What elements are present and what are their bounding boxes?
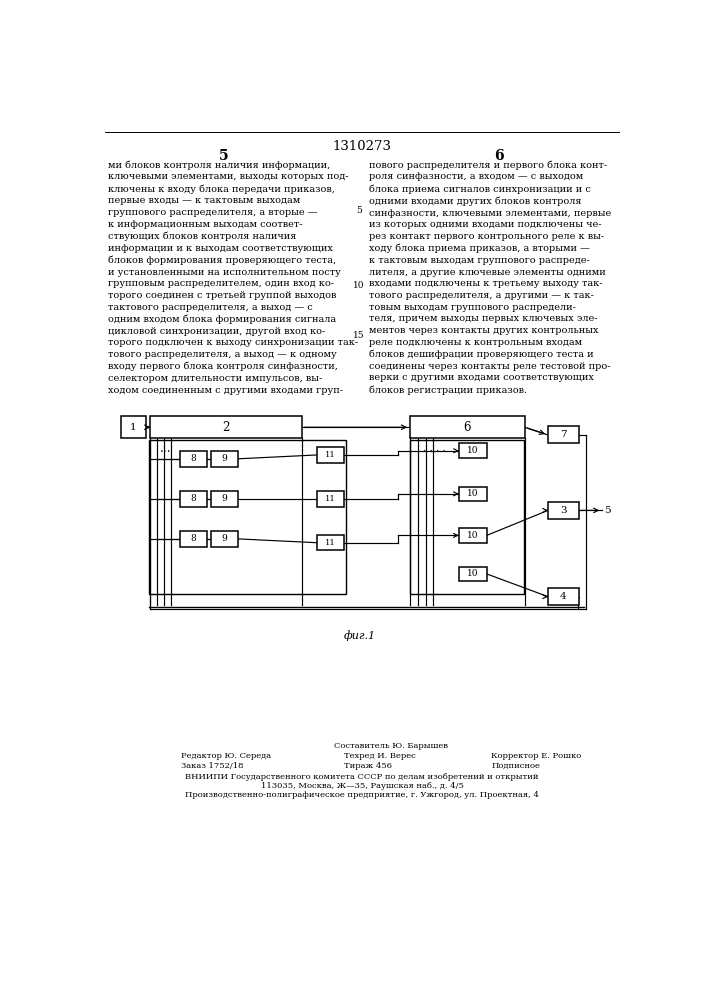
- Text: 7: 7: [560, 430, 567, 439]
- Text: Подписное: Подписное: [491, 762, 540, 770]
- Text: 8: 8: [190, 534, 197, 543]
- Text: 3: 3: [560, 506, 567, 515]
- Text: 9: 9: [221, 534, 227, 543]
- Bar: [180, 491, 207, 507]
- Bar: [151, 416, 301, 438]
- Text: 9: 9: [221, 494, 227, 503]
- Text: . . . .: . . . .: [423, 444, 446, 453]
- Text: Заказ 1752/18: Заказ 1752/18: [182, 762, 244, 770]
- Bar: [211, 531, 238, 547]
- Text: 10: 10: [467, 569, 479, 578]
- Text: фиг.1: фиг.1: [344, 630, 375, 641]
- Bar: [180, 531, 207, 547]
- Bar: [410, 440, 524, 594]
- Bar: [459, 528, 486, 543]
- Bar: [317, 535, 344, 550]
- Bar: [317, 447, 344, 463]
- Text: Составитель Ю. Барышев: Составитель Ю. Барышев: [334, 742, 448, 750]
- Text: 8: 8: [190, 494, 197, 503]
- Text: 6: 6: [464, 421, 471, 434]
- Bar: [548, 426, 579, 443]
- Bar: [410, 416, 525, 438]
- Text: 10: 10: [467, 489, 479, 498]
- Bar: [459, 567, 486, 581]
- Text: 2: 2: [222, 421, 230, 434]
- Text: 11: 11: [325, 451, 336, 459]
- Text: Редактор Ю. Середа: Редактор Ю. Середа: [182, 752, 271, 760]
- Text: пового распределителя и первого блока конт-
роля синфазности, а входом — с выход: пового распределителя и первого блока ко…: [369, 160, 611, 395]
- Bar: [459, 487, 486, 501]
- Bar: [548, 502, 579, 519]
- Text: 9: 9: [221, 454, 227, 463]
- Text: 1: 1: [130, 423, 136, 432]
- Bar: [121, 416, 146, 438]
- Text: Тираж 456: Тираж 456: [344, 762, 392, 770]
- Text: 5: 5: [219, 149, 229, 163]
- Text: 5: 5: [604, 506, 611, 515]
- Text: 5: 5: [356, 206, 362, 215]
- Text: Производственно-полиграфическое предприятие, г. Ужгород, ул. Проектная, 4: Производственно-полиграфическое предприя…: [185, 791, 539, 799]
- Bar: [548, 588, 579, 605]
- Bar: [459, 443, 486, 458]
- Text: 8: 8: [190, 454, 197, 463]
- Bar: [211, 491, 238, 507]
- Text: ми блоков контроля наличия информации,
ключевыми элементами, выходы которых под-: ми блоков контроля наличия информации, к…: [107, 160, 358, 395]
- Text: Корректор Е. Рошко: Корректор Е. Рошко: [491, 752, 582, 760]
- Text: 10: 10: [353, 281, 365, 290]
- Text: ВНИИПИ Государственного комитета СССР по делам изобретений и открытий: ВНИИПИ Государственного комитета СССР по…: [185, 773, 539, 781]
- Text: 15: 15: [353, 331, 365, 340]
- Bar: [317, 491, 344, 507]
- Text: 11: 11: [325, 539, 336, 547]
- Text: 11: 11: [325, 495, 336, 503]
- Text: 113035, Москва, Ж—35, Раушская наб., д. 4/5: 113035, Москва, Ж—35, Раушская наб., д. …: [260, 782, 463, 790]
- Text: 6: 6: [494, 149, 504, 163]
- Text: 1310273: 1310273: [332, 140, 392, 153]
- Text: ...: ...: [160, 442, 172, 455]
- Text: 4: 4: [560, 592, 567, 601]
- Bar: [211, 451, 238, 466]
- Bar: [180, 451, 207, 466]
- Bar: [149, 440, 346, 594]
- Text: 10: 10: [467, 446, 479, 455]
- Text: 10: 10: [467, 531, 479, 540]
- Text: Техред И. Верес: Техред И. Верес: [344, 752, 416, 760]
